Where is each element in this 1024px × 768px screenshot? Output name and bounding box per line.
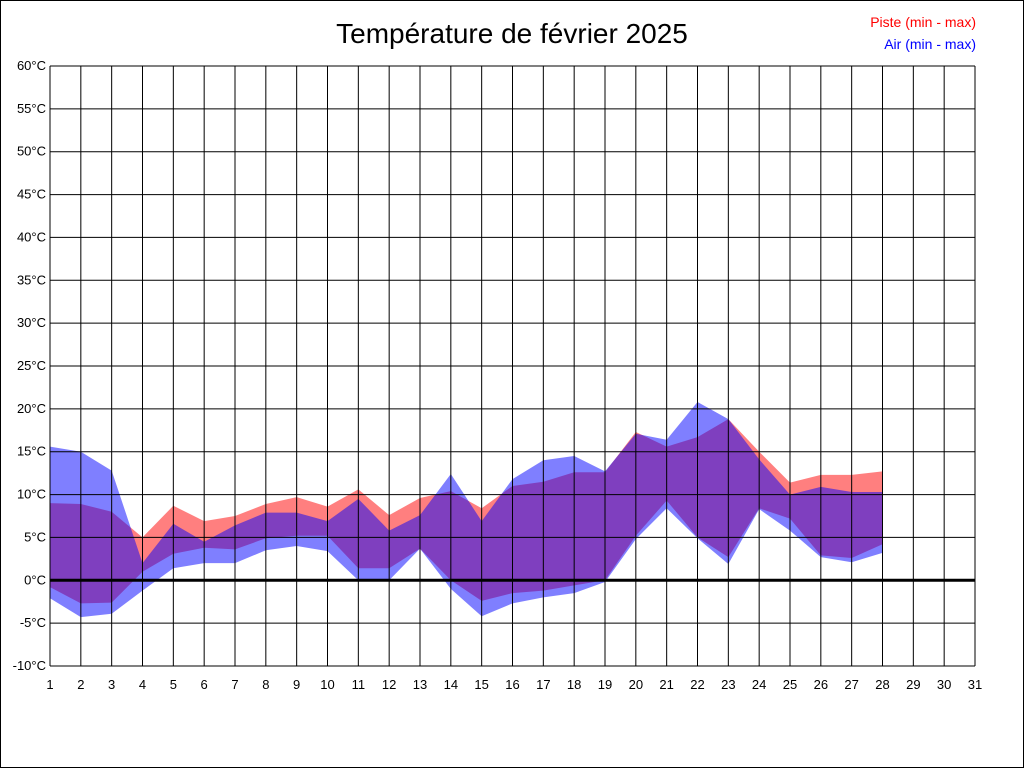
x-tick-label: 16 [505, 677, 519, 692]
x-tick-label: 10 [320, 677, 334, 692]
legend-entry-air: Air (min - max) [884, 36, 976, 52]
x-tick-label: 8 [262, 677, 269, 692]
x-tick-label: 22 [690, 677, 704, 692]
y-tick-label: 10°C [17, 487, 46, 502]
x-tick-label: 17 [536, 677, 550, 692]
x-tick-label: 21 [659, 677, 673, 692]
x-tick-label: 23 [721, 677, 735, 692]
x-tick-label: 6 [201, 677, 208, 692]
y-tick-label: 45°C [17, 187, 46, 202]
x-tick-label: 27 [844, 677, 858, 692]
y-tick-label: 50°C [17, 144, 46, 159]
y-tick-label: -10°C [13, 658, 46, 673]
y-tick-label: 5°C [24, 529, 46, 544]
x-tick-label: 9 [293, 677, 300, 692]
y-tick-label: 40°C [17, 229, 46, 244]
x-tick-label: 31 [968, 677, 982, 692]
x-tick-label: 15 [474, 677, 488, 692]
y-tick-label: 60°C [17, 58, 46, 73]
y-tick-label: 20°C [17, 401, 46, 416]
x-tick-label: 18 [567, 677, 581, 692]
y-tick-label: 0°C [24, 572, 46, 587]
x-tick-label: 2 [77, 677, 84, 692]
x-tick-label: 28 [875, 677, 889, 692]
chart-title: Température de février 2025 [336, 18, 688, 49]
y-tick-label: 30°C [17, 315, 46, 330]
x-tick-label: 3 [108, 677, 115, 692]
x-tick-label: 1 [46, 677, 53, 692]
x-tick-label: 20 [629, 677, 643, 692]
x-tick-label: 26 [814, 677, 828, 692]
x-tick-label: 19 [598, 677, 612, 692]
x-tick-label: 25 [783, 677, 797, 692]
x-tick-label: 5 [170, 677, 177, 692]
x-tick-label: 29 [906, 677, 920, 692]
y-tick-label: 55°C [17, 101, 46, 116]
x-tick-label: 7 [231, 677, 238, 692]
x-tick-label: 4 [139, 677, 146, 692]
y-tick-label: -5°C [20, 615, 46, 630]
x-tick-label: 13 [413, 677, 427, 692]
y-tick-label: 35°C [17, 272, 46, 287]
x-tick-label: 14 [444, 677, 458, 692]
y-tick-label: 15°C [17, 444, 46, 459]
legend-entry-piste: Piste (min - max) [870, 14, 976, 30]
y-tick-label: 25°C [17, 358, 46, 373]
x-tick-label: 24 [752, 677, 766, 692]
series-area-air [50, 402, 883, 618]
x-tick-label: 11 [352, 677, 366, 692]
x-tick-label: 30 [937, 677, 951, 692]
x-tick-label: 12 [382, 677, 396, 692]
